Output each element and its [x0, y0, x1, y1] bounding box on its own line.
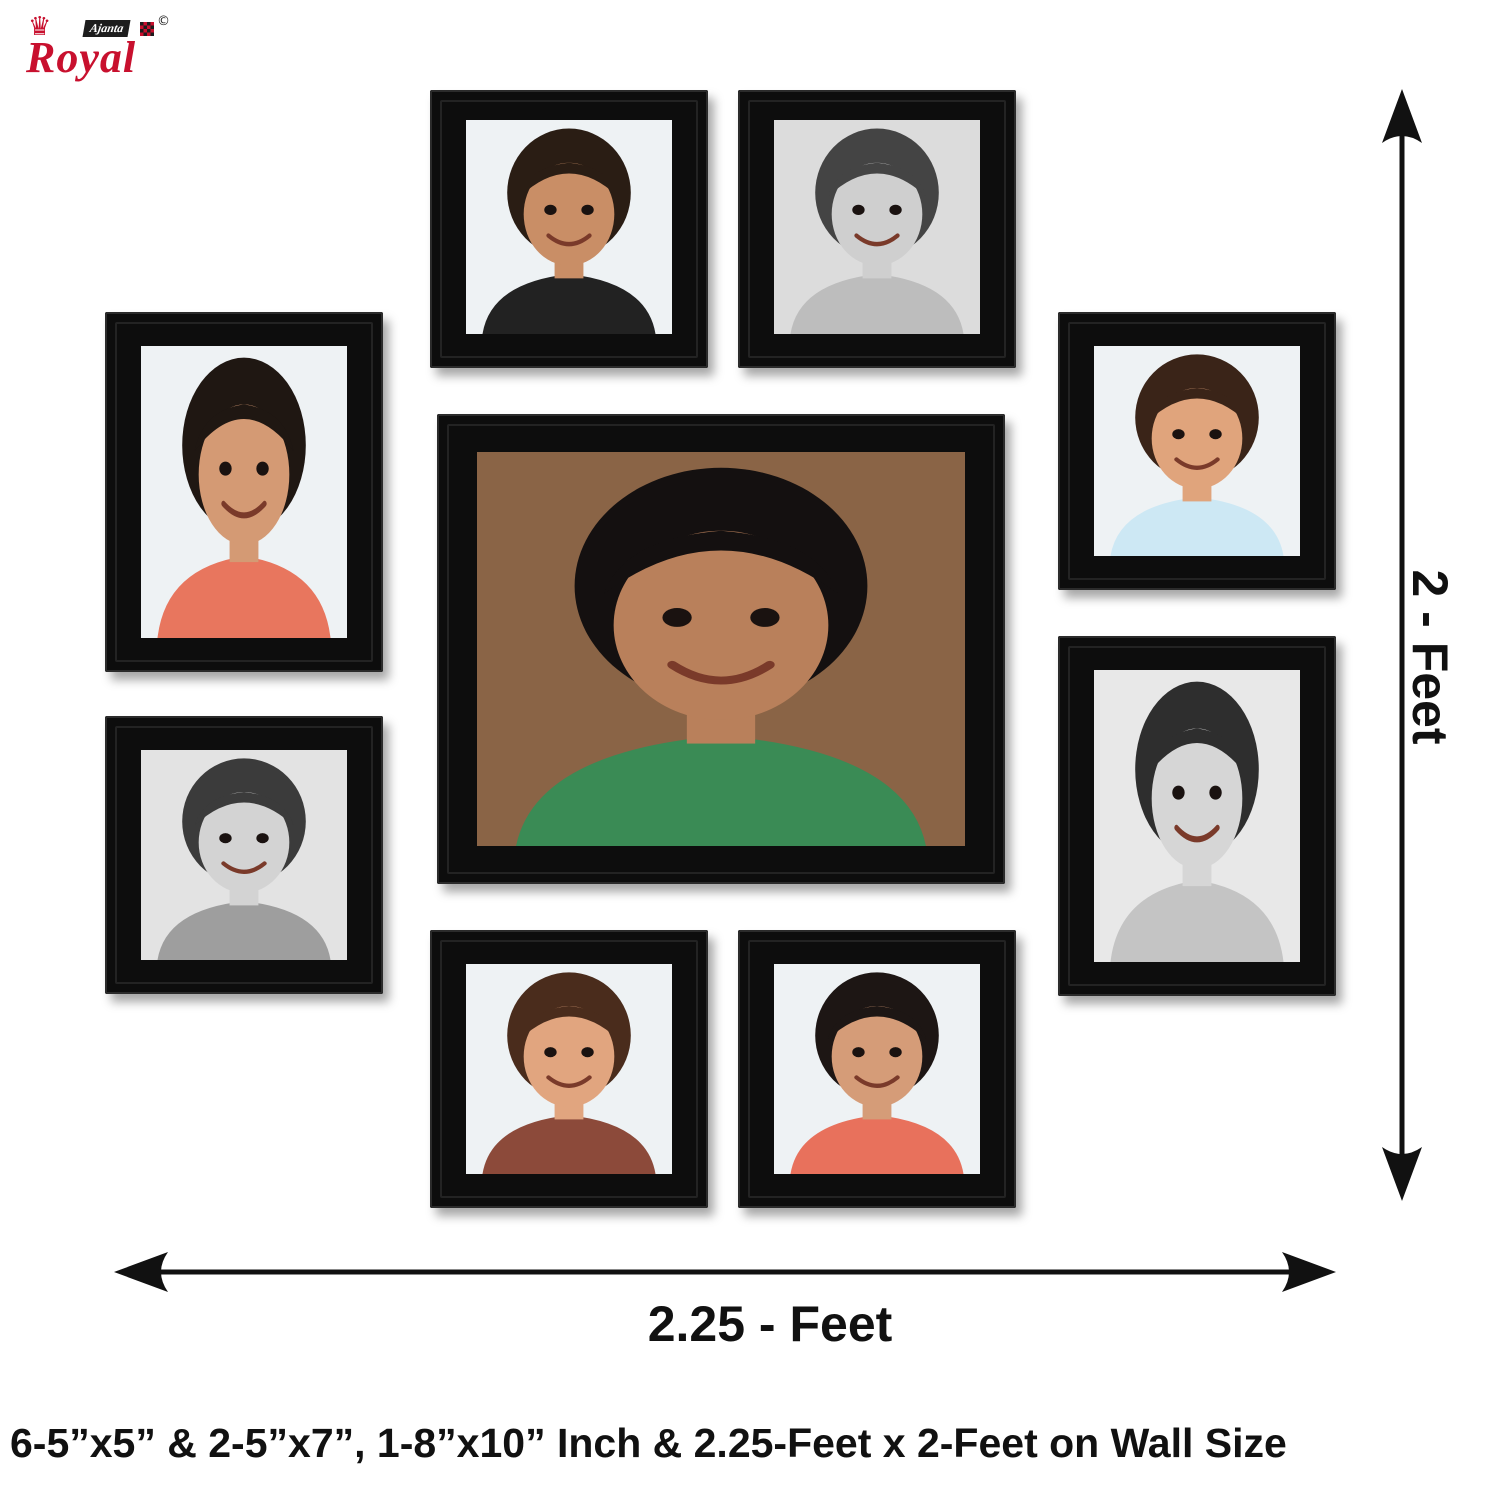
eye-right [581, 1047, 594, 1058]
eye-left [662, 608, 692, 627]
eye-right [889, 204, 902, 216]
face-shape [613, 530, 829, 720]
eye-left [1172, 429, 1185, 440]
photo-girl-pink [141, 346, 347, 638]
eye-left [219, 461, 232, 476]
height-arrow-icon [1382, 89, 1422, 1201]
frame-left-upper [105, 312, 383, 672]
photo-baby-bottom [466, 964, 672, 1174]
fringe-shape [194, 792, 294, 826]
fringe-shape [603, 530, 839, 594]
eye-left [219, 833, 232, 844]
face-shape [198, 792, 290, 893]
photo-girl-bw-laughing [1094, 670, 1300, 962]
brand-logo: ♛ Ajanta © Royal [22, 12, 170, 94]
brand-royal: Royal [26, 33, 137, 82]
smile-shape [546, 233, 592, 247]
frame-top-right [738, 90, 1016, 368]
face-shape [523, 162, 615, 266]
smile-shape [221, 500, 267, 519]
shirt-shape [157, 901, 331, 960]
face-shape [198, 404, 290, 545]
checker-icon [140, 22, 154, 36]
eye-right [750, 608, 780, 627]
fringe-shape [519, 162, 619, 198]
smile-shape [1174, 824, 1220, 843]
shirt-shape [157, 556, 331, 638]
frame-right-upper [1058, 312, 1336, 590]
copyright-mark: © [157, 14, 170, 29]
width-arrow-icon [114, 1252, 1336, 1292]
fringe-shape [827, 162, 927, 198]
eye-right [889, 1047, 902, 1058]
eye-right [1209, 785, 1222, 800]
face-shape [523, 1006, 615, 1107]
photo-baby-right [1094, 346, 1300, 556]
photo-girl-bw-left [141, 750, 347, 960]
fringe-shape [827, 1006, 927, 1040]
eye-right [256, 461, 269, 476]
eye-right [581, 204, 594, 216]
face-shape [1151, 388, 1243, 489]
smile-shape [1174, 457, 1220, 470]
width-label: 2.25 - Feet [647, 1296, 893, 1352]
frame-bottom-right [738, 930, 1016, 1208]
shirt-shape [516, 735, 926, 846]
eye-right [1209, 429, 1222, 440]
frame-right-lower [1058, 636, 1336, 996]
photo-boy-center [477, 452, 965, 846]
shirt-shape [1110, 497, 1284, 556]
photo-girl-hand-face [774, 120, 980, 334]
eye-left [544, 204, 557, 216]
shirt-shape [482, 274, 656, 334]
fringe-shape [1147, 728, 1247, 776]
eye-left [1172, 785, 1185, 800]
shirt-shape [482, 1115, 656, 1174]
smile-shape [854, 233, 900, 247]
frame-center-large [437, 414, 1005, 884]
eye-left [544, 1047, 557, 1058]
eye-left [852, 1047, 865, 1058]
smile-shape [854, 1075, 900, 1088]
shirt-shape [1110, 880, 1284, 962]
frame-top-left [430, 90, 708, 368]
height-label: 2 - Feet [1402, 569, 1458, 745]
smile-shape [221, 861, 267, 874]
crown-icon: ♛ [28, 12, 52, 42]
fringe-shape [1147, 388, 1247, 422]
eye-left [852, 204, 865, 216]
photo-boy-smiling [466, 120, 672, 334]
shirt-shape [790, 274, 964, 334]
shirt-shape [790, 1115, 964, 1174]
face-shape [831, 1006, 923, 1107]
fringe-shape [519, 1006, 619, 1040]
smile-shape [546, 1075, 592, 1088]
fringe-shape [194, 404, 294, 452]
size-caption: 6-5”x5” & 2-5”x7”, 1-8”x10” Inch & 2.25-… [10, 1420, 1287, 1466]
photo-girl-sunglasses [774, 964, 980, 1174]
eye-right [256, 833, 269, 844]
face-shape [831, 162, 923, 266]
smile-shape [667, 660, 775, 685]
frame-left-lower [105, 716, 383, 994]
face-shape [1151, 728, 1243, 869]
frame-bottom-left [430, 930, 708, 1208]
